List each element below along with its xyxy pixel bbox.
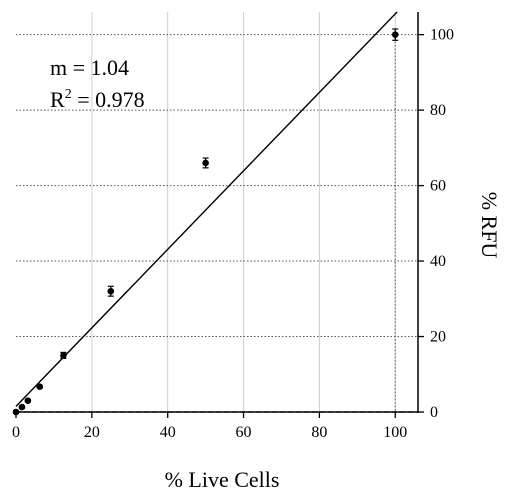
y-tick-label-2: 40 (430, 253, 446, 270)
data-point-1 (18, 403, 26, 411)
y-tick-label-0: 0 (430, 404, 438, 421)
r-squared-value: = 0.978 (72, 87, 145, 112)
fit-line-group (15, 11, 398, 407)
x-tick-label-0: 0 (12, 424, 20, 441)
fit-line (15, 11, 398, 407)
y-tick-label-4: 80 (430, 102, 446, 119)
r-squared-annotation: R2 = 0.978 (50, 87, 145, 112)
data-point-7 (391, 31, 399, 38)
data-points (12, 28, 399, 416)
data-point-6 (202, 159, 209, 167)
x-tick-label-2: 40 (160, 424, 176, 441)
axes (16, 12, 419, 413)
y-axis-title: % RFU (477, 192, 502, 259)
r-squared-exponent: 2 (65, 87, 72, 102)
x-tick-label-1: 20 (84, 424, 100, 441)
y-axis-ticks: 0 20 40 60 80 100 (418, 27, 454, 421)
data-point-3 (36, 383, 44, 391)
r-squared-prefix: R (50, 87, 65, 112)
x-tick-label-4: 80 (311, 424, 327, 441)
x-axis-ticks: 0 20 40 60 80 100 (12, 412, 407, 441)
y-tick-label-1: 20 (430, 329, 446, 346)
data-point-0 (12, 408, 20, 416)
slope-annotation: m = 1.04 (50, 55, 129, 80)
data-point-4 (60, 352, 67, 359)
x-tick-label-5: 100 (383, 424, 407, 441)
y-tick-label-3: 60 (430, 178, 446, 195)
data-point-5 (107, 287, 115, 295)
x-tick-label-3: 60 (236, 424, 252, 441)
y-tick-label-5: 100 (430, 27, 454, 44)
x-axis-title: % Live Cells (165, 467, 280, 492)
data-point-2 (24, 397, 32, 404)
